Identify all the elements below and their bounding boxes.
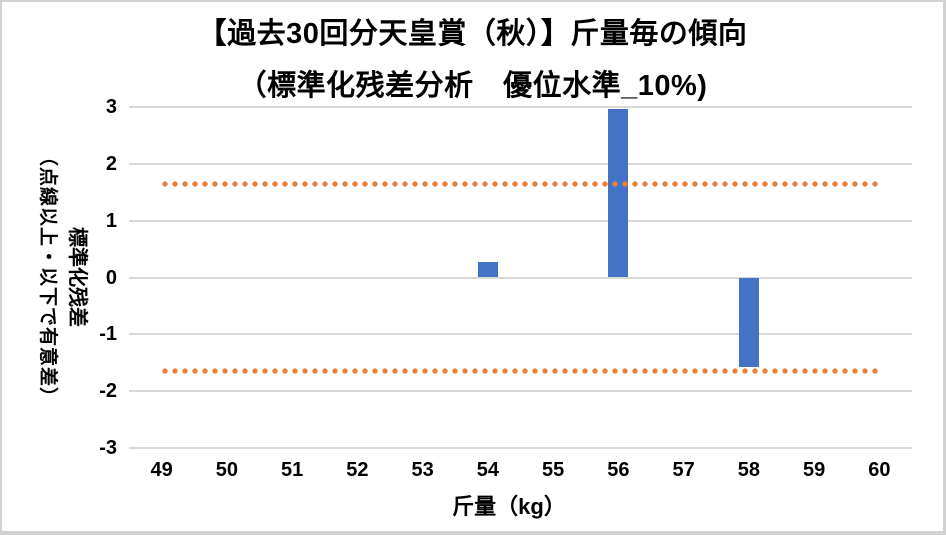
y-tick-label--1: -1 <box>99 323 117 346</box>
bar-56 <box>608 108 629 278</box>
y-tick-label-2: 2 <box>105 152 117 175</box>
gridline-y-0 <box>129 276 912 279</box>
bar-58 <box>738 277 759 367</box>
chart-title: 【過去30回分天皇賞（秋）】斤量毎の傾向 （標準化残差分析 優位水準_10%) <box>2 8 943 112</box>
gridline-y-2 <box>129 162 912 165</box>
x-tick-label-56: 56 <box>607 459 630 481</box>
gridline-y--2 <box>129 390 912 393</box>
x-tick-label-50: 50 <box>215 459 238 481</box>
x-axis-title: 斤量（kg） <box>452 494 566 519</box>
y-tick-label-1: 1 <box>105 209 117 232</box>
x-tick-label-53: 53 <box>411 459 434 481</box>
x-tick-label-51: 51 <box>281 459 304 481</box>
x-tick-label-57: 57 <box>672 459 695 481</box>
x-tick-label-54: 54 <box>476 459 499 481</box>
x-tick-label-60: 60 <box>868 459 891 481</box>
chart-title-line1: 【過去30回分天皇賞（秋）】斤量毎の傾向 <box>197 18 748 50</box>
significance-line-lower <box>161 367 880 374</box>
x-tick-label-58: 58 <box>737 459 760 481</box>
plot-area <box>129 106 912 449</box>
x-tick-label-55: 55 <box>542 459 565 481</box>
gridline-y--3 <box>129 447 912 449</box>
chart-title-line2: （標準化残差分析 優位水準_10%) <box>237 70 708 102</box>
gridline-y--1 <box>129 333 912 336</box>
gridline-y-3 <box>129 106 912 108</box>
y-axis-title-sub: （点線以上・以下で有意差） <box>37 146 58 407</box>
significance-line-upper <box>161 181 880 187</box>
y-tick-label-3: 3 <box>105 96 117 118</box>
y-tick-label--2: -2 <box>99 380 117 403</box>
y-tick-label-0: 0 <box>105 266 117 289</box>
y-tick-label--3: -3 <box>99 437 117 459</box>
x-tick-label-59: 59 <box>803 459 826 481</box>
x-tick-label-52: 52 <box>346 459 369 481</box>
gridline-y-1 <box>129 219 912 222</box>
x-tick-label-49: 49 <box>150 459 173 481</box>
bar-54 <box>477 262 498 278</box>
